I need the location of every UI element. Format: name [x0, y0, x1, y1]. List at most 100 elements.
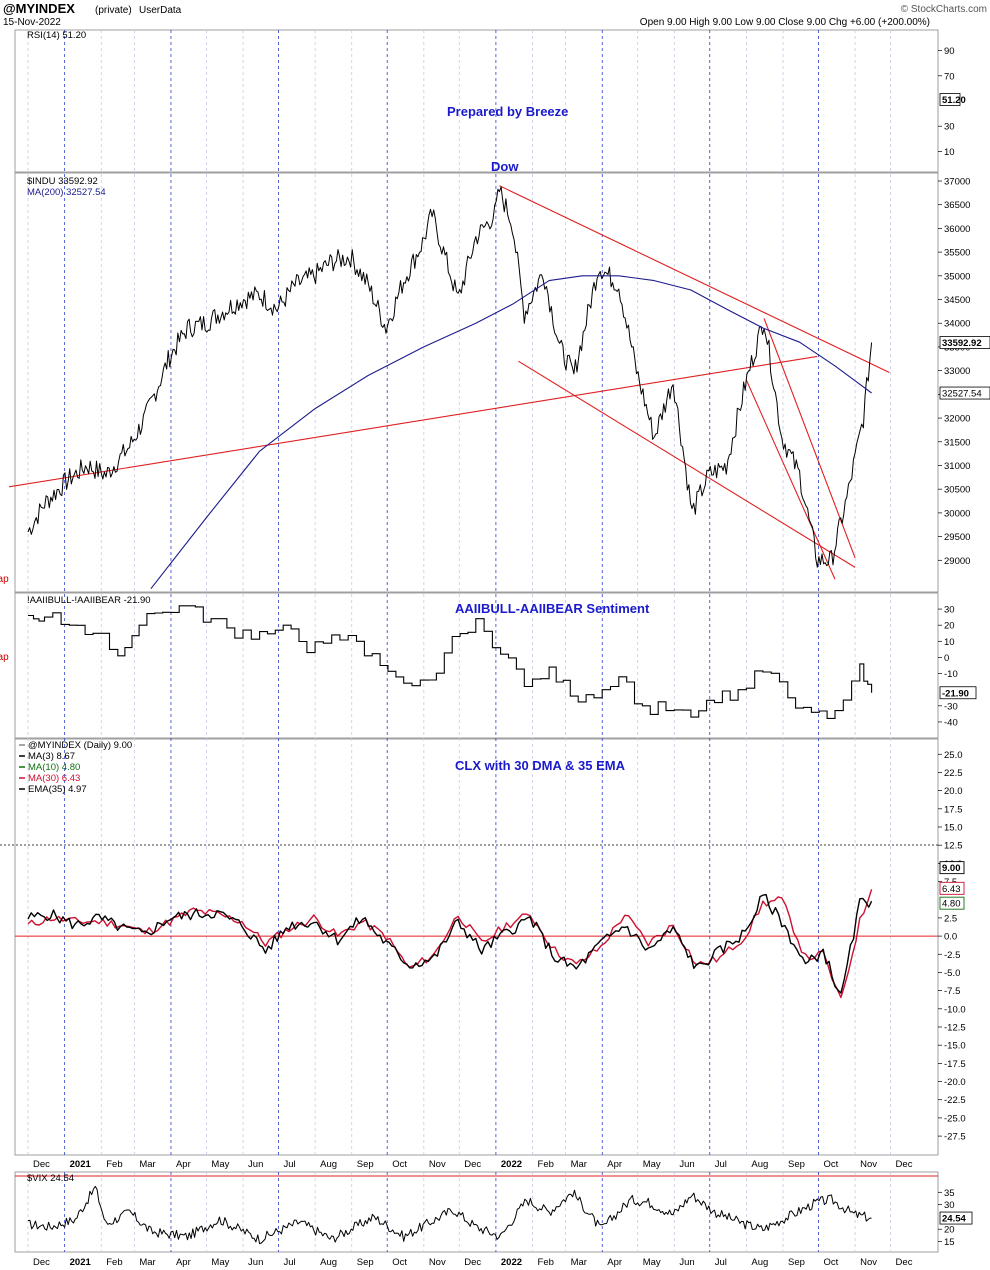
y-tick-label: 20: [944, 1225, 955, 1236]
y-tick-label: 70: [944, 71, 955, 82]
text-layer: RSI(14) 51.20 Prepared by Breeze $INDU 335…: [0, 30, 650, 1184]
sentiment-annotation: AAIIBULL-AAIIBEAR Sentiment: [455, 601, 650, 616]
x-tick-label: Nov: [860, 1159, 877, 1170]
y-tick-label: 22.5: [944, 768, 963, 779]
panel-frames: [14, 29, 939, 1253]
x-tick-label: Dec: [896, 1159, 913, 1170]
y-axis: 90 70 30 10 51.20 37000 36500 36000 35500 35000 34…: [938, 46, 990, 1248]
y-badge: [939, 686, 977, 700]
series-layer: [0, 185, 938, 1245]
x-tick-label: May: [643, 1257, 661, 1268]
x-tick-label: Dec: [464, 1159, 481, 1170]
y-badge-label: -21.90: [942, 688, 969, 699]
y-tick-label: 34500: [944, 295, 970, 306]
x-tick-label: Oct: [823, 1159, 838, 1170]
rsi-annotation: Prepared by Breeze: [447, 104, 568, 119]
y-tick-label: 36000: [944, 224, 970, 235]
x-tick-label: Jun: [248, 1159, 263, 1170]
sentiment-line: [28, 605, 873, 719]
y-tick-label: 0.0: [944, 932, 957, 943]
panel-frame-sentiment: [14, 592, 939, 739]
ma200-legend: MA(200) 32527.54: [27, 187, 106, 198]
x-tick-label: Apr: [176, 1159, 191, 1170]
x-tick-label: Feb: [106, 1257, 122, 1268]
chart-date: 15-Nov-2022: [3, 17, 61, 28]
y-badge-label: 4.80: [942, 899, 961, 910]
y-tick-label: 10: [944, 637, 955, 648]
ohlc-readout: Open 9.00 High 9.00 Low 9.00 Close 9.00 …: [640, 17, 930, 28]
gap-marker: gap: [0, 574, 9, 585]
x-tick-label: Jul: [715, 1159, 727, 1170]
ma30-line: [27, 889, 873, 999]
x-tick-label: Mar: [139, 1159, 155, 1170]
x-tick-label: Sep: [357, 1257, 374, 1268]
x-axis: Dec Dec 2021 2021 Feb Feb Mar Mar Apr Apr May May Ju…: [33, 1159, 913, 1268]
clx-legend-item: MA(3) 8.67: [28, 751, 75, 762]
y-tick-label: 29000: [944, 556, 970, 567]
y-tick-label: 15: [944, 1237, 955, 1248]
y-tick-label: 2.5: [944, 913, 957, 924]
y-tick-label: 35500: [944, 248, 970, 259]
y-tick-label: 29500: [944, 532, 970, 543]
price-line: [27, 186, 873, 568]
x-tick-label: 2021: [70, 1257, 92, 1268]
watermark: © StockCharts.com: [901, 4, 987, 15]
y-badge-label: 24.54: [942, 1214, 966, 1225]
y-tick-label: 0: [944, 653, 949, 664]
y-badge: [939, 336, 990, 349]
price-annotation: Dow: [491, 159, 519, 174]
y-tick-label: 36500: [944, 200, 970, 211]
y-tick-label: 31500: [944, 437, 970, 448]
symbol-label: @MYINDEX: [3, 1, 75, 16]
x-tick-label: Feb: [538, 1159, 554, 1170]
price-legend: $INDU 33592.92: [27, 176, 98, 187]
x-tick-label: Aug: [320, 1257, 337, 1268]
x-tick-label: May: [211, 1257, 229, 1268]
x-tick-label: Apr: [607, 1159, 622, 1170]
y-tick-label: 17.5: [944, 804, 963, 815]
y-tick-label: -10.0: [944, 1004, 966, 1015]
y-tick-label: -5.0: [944, 968, 960, 979]
x-tick-label: Jun: [679, 1159, 694, 1170]
x-tick-label: May: [211, 1159, 229, 1170]
gap-marker: gap: [0, 652, 9, 663]
x-tick-label: Feb: [538, 1257, 554, 1268]
y-tick-label: 35: [944, 1188, 955, 1199]
x-tick-label: Nov: [429, 1159, 446, 1170]
y-tick-label: 30: [944, 1200, 955, 1211]
x-tick-label: Dec: [896, 1257, 913, 1268]
y-tick-label: 37000: [944, 177, 970, 188]
y-badge-label: 33592.92: [942, 338, 982, 349]
y-tick-label: -25.0: [944, 1113, 966, 1124]
clx-legend-item: @MYINDEX (Daily) 9.00: [28, 740, 132, 751]
trendline-wedge-1: [745, 379, 836, 580]
y-tick-label: 34000: [944, 319, 970, 330]
x-tick-label: Dec: [33, 1257, 50, 1268]
y-badge-label: 32527.54: [942, 389, 982, 400]
private-label: (private): [95, 5, 132, 16]
y-tick-label: 30000: [944, 508, 970, 519]
y-tick-label: 30: [944, 605, 955, 616]
panel-frame-vix: [14, 1171, 939, 1253]
y-badge: [939, 386, 990, 400]
clx-legend-item: MA(10) 4.80: [28, 762, 80, 773]
x-tick-label: Sep: [788, 1257, 805, 1268]
x-tick-label: 2022: [501, 1159, 522, 1170]
trendline-support: [9, 355, 818, 488]
y-tick-label: -15.0: [944, 1041, 966, 1052]
y-badge-label: 6.43: [942, 884, 961, 895]
trendline-upper: [499, 185, 890, 374]
y-badge: [939, 896, 965, 910]
panel-frame-rsi: [14, 29, 939, 173]
vix-line: [27, 1185, 872, 1245]
y-tick-label: 33000: [944, 366, 970, 377]
panel-frame-clx: [14, 738, 939, 1156]
y-tick-label: 20.0: [944, 786, 963, 797]
ma200-line: [150, 275, 872, 590]
panel-frame-price: [14, 172, 939, 593]
y-tick-label: -2.5: [944, 950, 960, 961]
y-tick-label: -30: [944, 701, 958, 712]
x-tick-label: Sep: [788, 1159, 805, 1170]
y-tick-label: -22.5: [944, 1095, 966, 1106]
